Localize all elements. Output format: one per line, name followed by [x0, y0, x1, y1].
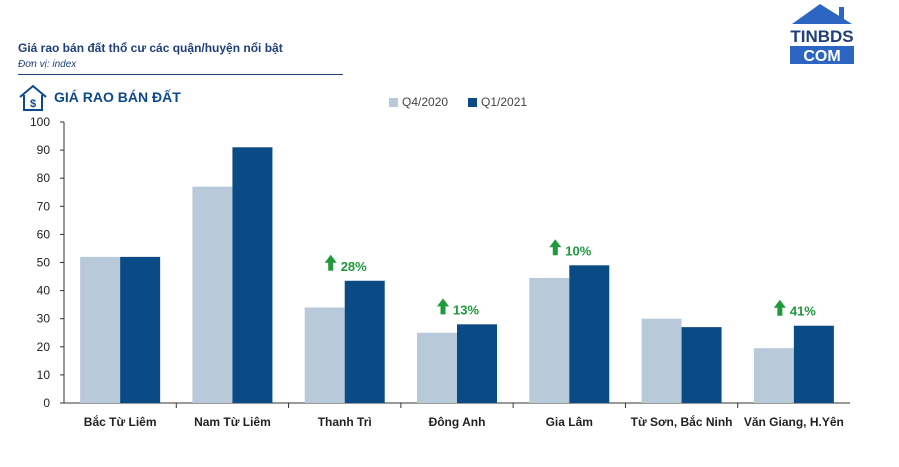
bar-q1-2021 [793, 325, 834, 403]
x-tick-label: Từ Sơn, Bắc Ninh [631, 414, 733, 429]
logo-text-bottom: COM [803, 48, 840, 65]
house-icon-symbol: $ [30, 98, 36, 110]
up-arrow-icon [324, 254, 337, 271]
bar-q1-2021 [232, 147, 273, 403]
title-divider [18, 74, 343, 75]
bar-q4-2020 [529, 277, 570, 403]
growth-label: 13% [453, 302, 479, 317]
y-tick-label: 100 [30, 115, 50, 129]
y-tick-label: 90 [37, 143, 51, 157]
logo-text-top: TINBDS [790, 27, 853, 46]
x-tick-label: Thanh Trì [318, 415, 372, 429]
bar-q1-2021 [569, 265, 610, 403]
bar-q4-2020 [753, 348, 794, 403]
tinbds-logo: TINBDS COM [790, 4, 854, 65]
bar-q1-2021 [681, 327, 722, 403]
y-tick-label: 80 [37, 171, 51, 185]
up-arrow-icon [437, 298, 449, 315]
y-tick-label: 70 [37, 199, 51, 213]
y-tick-label: 30 [37, 312, 51, 326]
x-tick-label: Gia Lâm [546, 415, 593, 429]
bar-q4-2020 [80, 256, 121, 403]
growth-label: 41% [790, 304, 816, 319]
bar-q4-2020 [417, 332, 457, 403]
legend-swatch-q4 [389, 97, 398, 107]
x-tick-label: Bắc Từ Liêm [84, 414, 157, 429]
y-tick-label: 40 [37, 284, 51, 298]
legend-label-q4: Q4/2020 [402, 95, 449, 109]
growth-label: 10% [565, 243, 591, 258]
y-tick-label: 0 [43, 396, 50, 410]
bar-q4-2020 [304, 307, 345, 403]
chart-title: Giá rao bán đất thổ cư các quận/huyện nổ… [18, 41, 283, 55]
growth-label: 28% [341, 259, 367, 274]
y-tick-label: 10 [37, 368, 51, 382]
up-arrow-icon [549, 239, 562, 256]
legend-label-q1: Q1/2021 [481, 95, 528, 109]
bar-q4-2020 [641, 318, 682, 403]
bar-q1-2021 [457, 324, 497, 403]
y-tick-label: 60 [37, 227, 51, 241]
legend-item-q1: Q1/2021 [468, 95, 527, 109]
x-tick-label: Văn Giang, H.Yên [744, 415, 844, 429]
x-tick-label: Đông Anh [429, 415, 486, 429]
bar-q1-2021 [344, 280, 385, 403]
y-tick-label: 50 [37, 256, 51, 270]
x-tick-label: Nam Từ Liêm [194, 415, 271, 429]
unit-label: Đơn vị: index [18, 59, 77, 70]
bar-q1-2021 [120, 256, 161, 403]
section-heading: GIÁ RAO BÁN ĐẤT [54, 89, 181, 105]
legend-item-q4: Q4/2020 [389, 95, 448, 109]
house-dollar-icon: $ [19, 84, 47, 111]
up-arrow-icon [773, 299, 786, 316]
y-tick-label: 20 [37, 340, 51, 354]
legend-swatch-q1 [468, 97, 477, 107]
bar-q4-2020 [192, 186, 233, 403]
